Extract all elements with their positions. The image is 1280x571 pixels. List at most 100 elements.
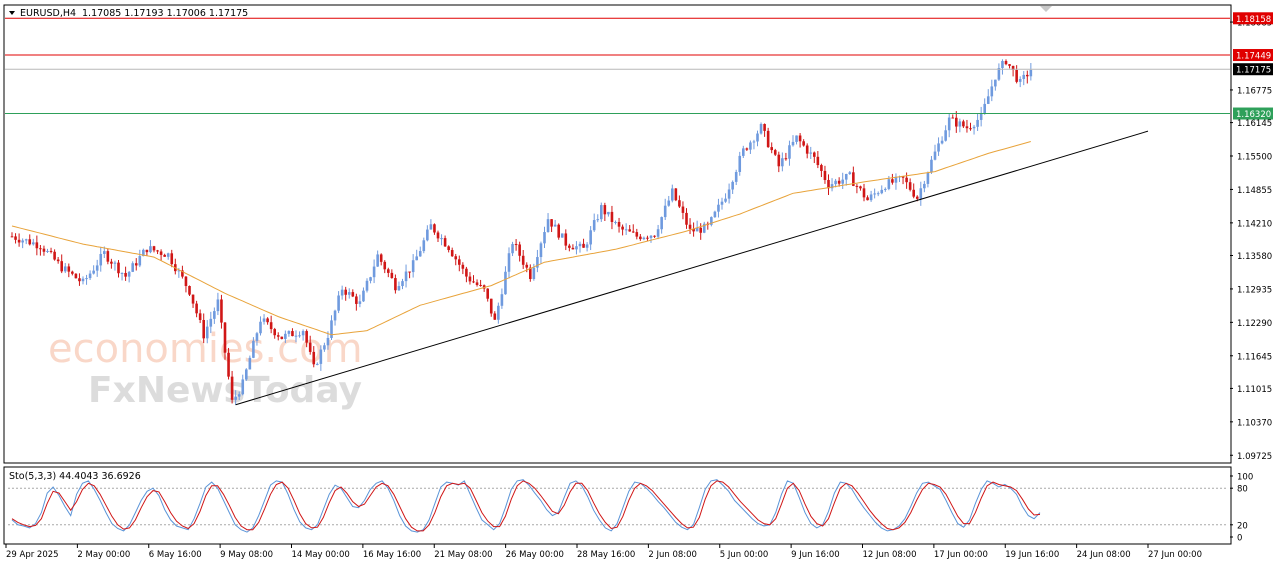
candle-body <box>947 117 951 131</box>
candle <box>78 273 81 286</box>
candle-body <box>656 229 660 237</box>
candle <box>387 267 390 278</box>
candle-body <box>46 250 49 252</box>
candle <box>269 315 273 334</box>
candle-body <box>912 189 915 197</box>
scroll-marker-icon[interactable] <box>1040 6 1052 12</box>
candle <box>979 106 983 127</box>
candle-body <box>560 233 564 238</box>
candle-body <box>436 232 440 239</box>
candle <box>92 265 95 275</box>
candle-body <box>791 141 795 146</box>
candle <box>74 273 78 279</box>
candle <box>404 264 408 288</box>
candle <box>454 253 458 266</box>
candle <box>10 232 14 238</box>
candle <box>731 180 734 194</box>
candle-body <box>759 124 763 134</box>
candle <box>447 245 450 253</box>
candle-body <box>844 174 848 180</box>
candle <box>919 181 923 206</box>
candle-body <box>500 294 504 306</box>
candle-body <box>81 278 85 282</box>
candle <box>635 228 639 240</box>
symbol-label: EURUSD,H4 <box>20 8 76 19</box>
candle-body <box>134 263 138 266</box>
stoch-tick-label: 20 <box>1237 521 1248 531</box>
candle-body <box>14 236 17 240</box>
candle-body <box>60 261 63 272</box>
candle-body <box>742 148 745 156</box>
candle <box>326 331 330 350</box>
candle-body <box>699 227 702 233</box>
candle-body <box>514 244 518 246</box>
candle <box>113 260 117 271</box>
candle <box>461 262 465 275</box>
candle-body <box>284 333 287 339</box>
candle <box>465 266 468 283</box>
candle <box>862 183 866 202</box>
candle <box>1026 70 1029 84</box>
candle-body <box>35 242 39 249</box>
candle-body <box>635 232 639 237</box>
candle <box>603 202 607 222</box>
candle <box>426 225 429 242</box>
candle-body <box>962 121 965 127</box>
candle-body <box>145 249 149 253</box>
candle <box>415 249 418 261</box>
candle <box>724 193 727 203</box>
candle-body <box>71 271 74 274</box>
candle <box>642 236 646 241</box>
candle-body <box>110 261 113 264</box>
candle <box>727 183 731 204</box>
candle-body <box>220 299 223 323</box>
candle-body <box>358 301 362 304</box>
candle-body <box>678 200 681 207</box>
candle-body <box>355 296 358 304</box>
candle-body <box>671 188 674 201</box>
candle-body <box>585 244 589 248</box>
candle <box>859 185 862 191</box>
candle <box>60 254 63 274</box>
candle <box>844 173 848 186</box>
candle-body <box>965 126 969 129</box>
candle <box>500 288 504 309</box>
candle-body <box>848 172 852 175</box>
candle-body <box>415 256 418 261</box>
candle <box>884 187 887 192</box>
candle-body <box>986 96 990 104</box>
candle-body <box>624 229 628 231</box>
candle-body <box>486 288 489 299</box>
candle-body <box>202 319 205 339</box>
collapse-arrow-icon[interactable] <box>9 11 15 15</box>
stoch-pane-frame <box>3 466 1232 545</box>
candle <box>876 191 880 197</box>
candle <box>365 278 369 293</box>
candle <box>472 275 475 284</box>
candle-body <box>205 326 209 339</box>
candle <box>823 165 827 184</box>
candle <box>1029 62 1033 81</box>
stochastic-series <box>8 479 1228 533</box>
candle <box>120 272 124 281</box>
candle-body <box>390 272 394 279</box>
candle <box>117 260 120 278</box>
candle <box>504 266 507 295</box>
candle <box>749 140 752 154</box>
candle <box>720 197 724 210</box>
candle <box>1008 64 1011 69</box>
candle-body <box>869 194 873 201</box>
time-tick-label: 12 Jun 08:00 <box>863 550 917 560</box>
candle-body <box>663 205 667 218</box>
candle-body <box>106 251 110 262</box>
candle-body <box>493 313 497 320</box>
candle-body <box>979 113 983 120</box>
candle <box>355 293 358 311</box>
main-pane-frame <box>3 4 1232 464</box>
candle <box>489 298 493 317</box>
candle-body <box>589 230 592 245</box>
candle <box>972 124 976 135</box>
candle <box>351 289 355 298</box>
candle <box>514 239 518 251</box>
